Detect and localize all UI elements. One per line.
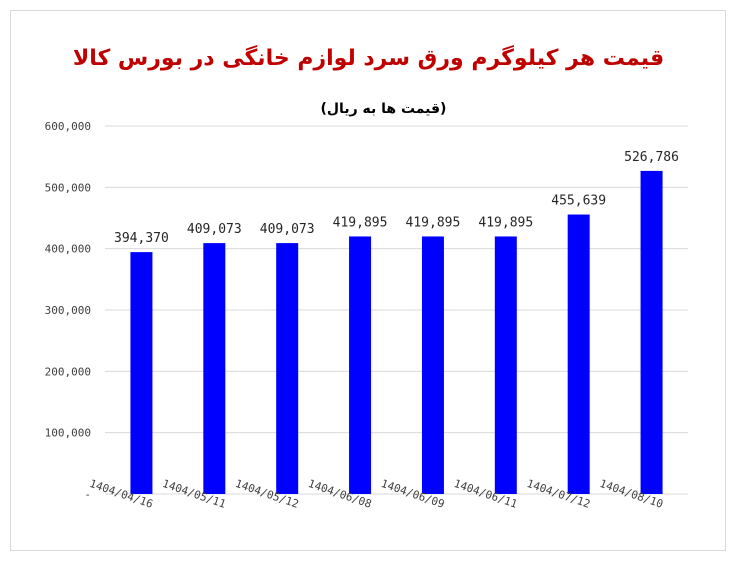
data-label: 455,639 <box>551 194 606 209</box>
y-tick-label: 400,000 <box>45 243 91 256</box>
bar <box>130 252 153 494</box>
y-tick-label: 100,000 <box>45 427 91 440</box>
data-label: 419,895 <box>478 215 533 230</box>
gridlines <box>105 125 688 495</box>
bar <box>421 236 444 494</box>
y-tick-label: 300,000 <box>45 304 91 317</box>
y-tick-label: 600,000 <box>45 120 91 133</box>
bar <box>276 243 299 494</box>
y-tick-label: 200,000 <box>45 365 91 378</box>
bar <box>567 214 590 494</box>
bar <box>494 236 517 494</box>
data-label: 419,895 <box>406 215 461 230</box>
y-axis-ticks: - 100,000 200,000 300,000 400,000 500,000 600,… <box>45 120 91 501</box>
bars <box>130 170 663 494</box>
data-label: 409,073 <box>260 222 315 237</box>
data-label: 394,370 <box>114 231 169 246</box>
y-tick-label: 500,000 <box>45 181 91 194</box>
bar <box>203 243 226 494</box>
y-tick-label: - <box>84 488 91 501</box>
data-label: 526,786 <box>624 150 679 165</box>
chart-subtitle: (قیمت ها به ریال) <box>320 101 447 117</box>
chart-title: قیمت هر کیلوگرم ورق سرد لوازم خانگی در ب… <box>72 46 665 71</box>
data-labels: 394,370 409,073 409,073 419,895 419,895 419,8… <box>114 150 679 246</box>
data-label: 419,895 <box>333 215 388 230</box>
data-label: 409,073 <box>187 222 242 237</box>
bar <box>349 236 372 494</box>
bar <box>640 170 663 494</box>
